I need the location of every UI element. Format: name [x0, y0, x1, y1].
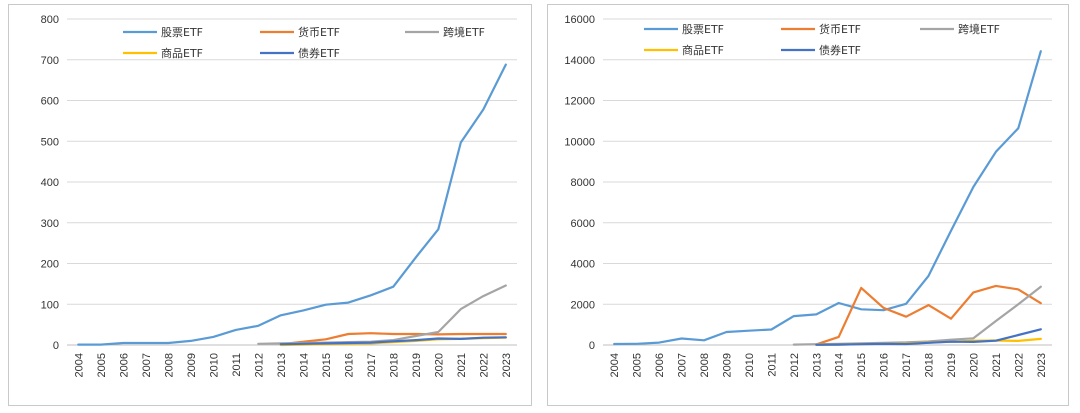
series-group	[279, 332, 507, 346]
x-tick-label: 2005	[632, 353, 644, 377]
series-line	[279, 336, 507, 346]
x-tick-label: 2020	[968, 353, 980, 377]
y-tick-label: 4000	[571, 259, 595, 271]
y-tick-label: 14000	[564, 55, 595, 67]
x-tick-label: 2018	[924, 353, 936, 377]
x-tick-label: 2019	[411, 353, 423, 377]
x-tick-label: 2010	[208, 353, 220, 377]
x-tick-label: 2004	[73, 353, 85, 377]
y-tick-label: 8000	[571, 177, 595, 189]
x-tick-label: 2016	[879, 353, 891, 377]
x-tick-label: 2010	[744, 353, 756, 377]
series-line	[613, 50, 1042, 346]
x-tick-label: 2015	[321, 353, 333, 377]
x-tick-label: 2007	[677, 353, 689, 377]
y-tick-label: 500	[41, 136, 59, 148]
legend-label: 货币ETF	[298, 25, 340, 39]
y-tick-label: 300	[41, 218, 59, 230]
x-tick-label: 2011	[766, 353, 778, 377]
legend-label: 商品ETF	[682, 43, 724, 57]
x-tick-label: 2006	[118, 353, 130, 377]
y-tick-label: 200	[41, 259, 59, 271]
series-group	[613, 50, 1042, 346]
legend-label: 债券ETF	[298, 46, 340, 60]
x-tick-label: 2021	[456, 353, 468, 377]
x-tick-label: 2008	[699, 353, 711, 377]
y-tick-label: 0	[589, 340, 595, 352]
x-tick-label: 2022	[478, 353, 490, 377]
x-tick-label: 2022	[1013, 353, 1025, 377]
y-tick-label: 6000	[571, 218, 595, 230]
series-line	[77, 63, 507, 346]
right-line-chart: 0 2000 4000 6000 8000 10000 12000 14000 16000 200…	[564, 14, 1052, 377]
series-line	[792, 285, 1042, 346]
right-chart-panel: 0 2000 4000 6000 8000 10000 12000 14000 16000 200…	[547, 4, 1069, 406]
y-tick-label: 12000	[564, 96, 595, 108]
legend-label: 股票ETF	[682, 23, 724, 36]
y-tick-label: 600	[41, 96, 59, 108]
x-tick-label: 2013	[811, 353, 823, 377]
x-tick-label: 2016	[343, 353, 355, 377]
series-group	[77, 63, 507, 346]
y-tick-label: 800	[41, 14, 59, 26]
x-tick-label: 2014	[298, 353, 310, 377]
x-tick-label: 2009	[721, 353, 733, 377]
y-tick-label: 2000	[571, 299, 595, 311]
x-tick-label: 2011	[231, 353, 243, 377]
x-tick-label: 2014	[834, 353, 846, 377]
x-tick-label: 2007	[141, 353, 153, 377]
series-line	[815, 328, 1042, 346]
legend-label: 商品ETF	[161, 46, 203, 60]
y-tick-label: 0	[53, 340, 59, 352]
y-tick-label: 700	[41, 55, 59, 67]
series-group	[815, 328, 1042, 346]
x-tick-label: 2013	[276, 353, 288, 377]
x-tick-label: 2004	[609, 353, 621, 377]
left-line-chart: 0 100 200 300 400 500 600 700 800 2004 2005 2006 200…	[41, 14, 517, 377]
x-tick-label: 2018	[388, 353, 400, 377]
x-tick-label: 2012	[253, 353, 265, 377]
y-tick-label: 10000	[564, 136, 595, 148]
x-tick-label: 2021	[991, 353, 1003, 377]
x-tick-label: 2006	[654, 353, 666, 377]
left-chart-panel: 0 100 200 300 400 500 600 700 800 2004 2005 2006 200…	[8, 4, 532, 406]
x-tick-label: 2023	[1036, 353, 1048, 377]
x-tick-label: 2005	[96, 353, 108, 377]
series-group	[815, 284, 1042, 346]
series-line	[279, 332, 507, 346]
x-tick-label: 2015	[856, 353, 868, 377]
x-tick-label: 2008	[163, 353, 175, 377]
x-tick-label: 2012	[789, 353, 801, 377]
legend-label: 跨境ETF	[443, 25, 485, 39]
legend-label: 货币ETF	[819, 22, 861, 36]
x-tick-label: 2019	[946, 353, 958, 377]
series-group	[792, 285, 1042, 346]
y-tick-label: 16000	[564, 14, 595, 26]
series-line	[815, 284, 1042, 346]
x-tick-label: 2017	[901, 353, 913, 377]
x-tick-label: 2020	[433, 353, 445, 377]
y-tick-label: 100	[41, 299, 59, 311]
legend-label: 股票ETF	[161, 26, 203, 39]
x-tick-label: 2009	[186, 353, 198, 377]
legend-label: 债券ETF	[819, 43, 861, 57]
x-tick-label: 2017	[366, 353, 378, 377]
y-tick-label: 400	[41, 177, 59, 189]
series-group	[279, 336, 507, 346]
legend-label: 跨境ETF	[958, 22, 1000, 36]
x-tick-label: 2023	[501, 353, 513, 377]
